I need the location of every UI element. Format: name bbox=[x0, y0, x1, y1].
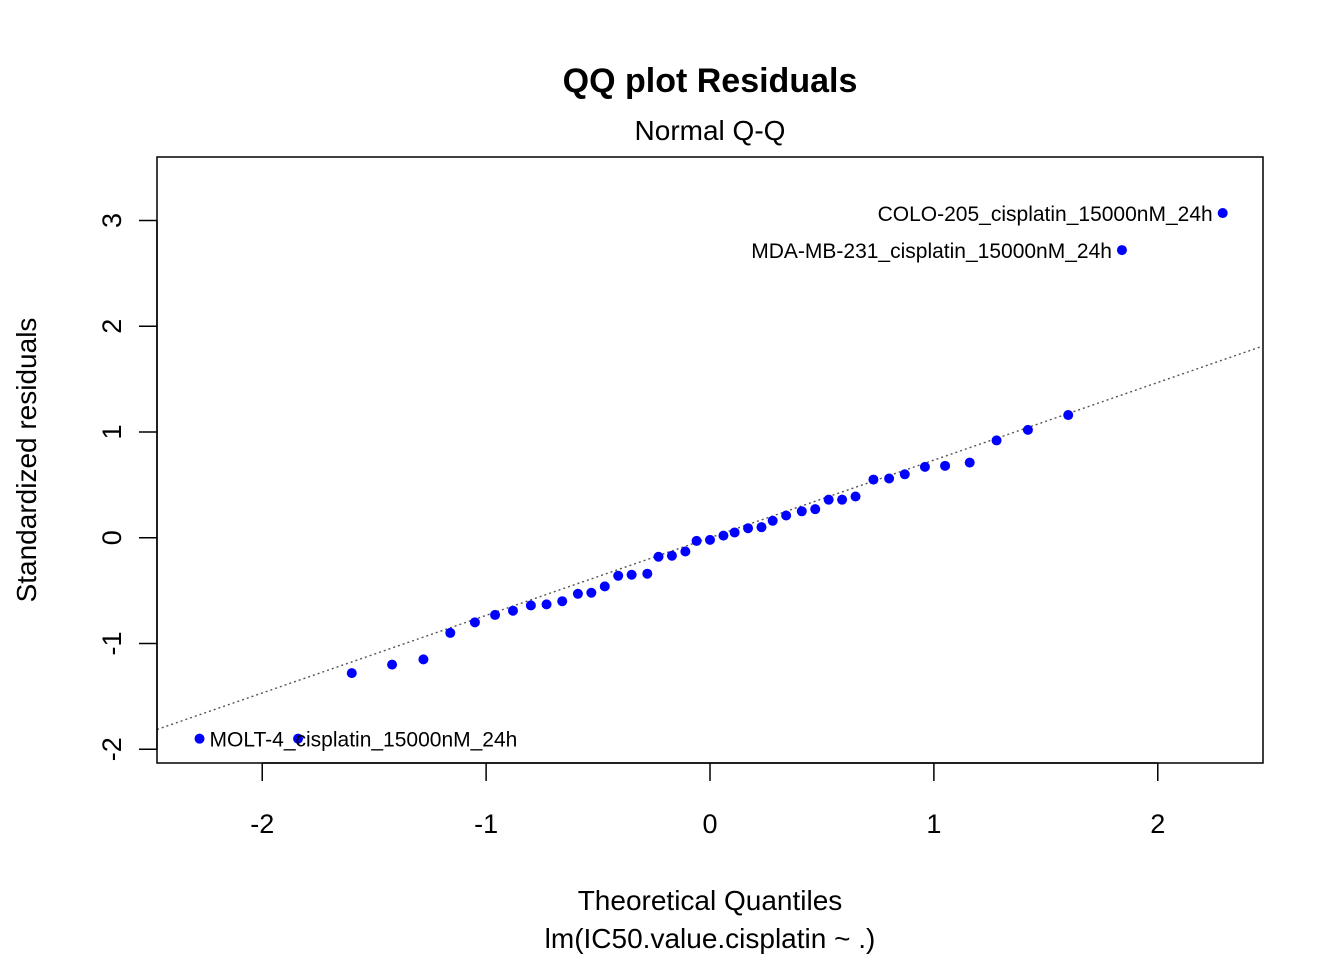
data-point bbox=[642, 568, 653, 579]
data-point bbox=[1063, 410, 1074, 421]
y-axis: -2 -1 0 1 2 3 bbox=[97, 213, 158, 761]
data-point bbox=[346, 668, 357, 679]
data-point bbox=[796, 506, 807, 517]
data-point bbox=[991, 435, 1002, 446]
x-axis-sublabel: lm(IC50.value.cisplatin ~ .) bbox=[545, 923, 876, 954]
x-axis: -2 -1 0 1 2 bbox=[250, 762, 1165, 839]
data-point bbox=[919, 461, 930, 472]
data-point bbox=[599, 581, 610, 592]
data-point bbox=[572, 588, 583, 599]
data-point bbox=[653, 551, 664, 562]
data-point bbox=[541, 599, 552, 610]
data-point bbox=[507, 605, 518, 616]
y-tick-label: 2 bbox=[97, 319, 127, 334]
data-point bbox=[781, 510, 792, 521]
data-point bbox=[743, 523, 754, 534]
data-point bbox=[613, 570, 624, 581]
data-point bbox=[899, 469, 910, 480]
data-point bbox=[666, 550, 677, 561]
data-point bbox=[490, 609, 501, 620]
point-annotation: MOLT-4_cisplatin_15000nM_24h bbox=[210, 729, 518, 752]
data-point bbox=[445, 627, 456, 638]
plot-area: COLO-205_cisplatin_15000nM_24h MDA-MB-231… bbox=[157, 203, 1263, 752]
x-tick-label: 0 bbox=[702, 809, 717, 839]
data-point bbox=[525, 600, 536, 611]
y-tick-label: -1 bbox=[97, 631, 127, 655]
data-point bbox=[1217, 208, 1228, 219]
x-tick-label: -1 bbox=[474, 809, 498, 839]
data-point bbox=[387, 659, 398, 670]
data-point bbox=[718, 530, 729, 541]
x-axis-label: Theoretical Quantiles bbox=[578, 885, 843, 916]
y-tick-label: -2 bbox=[97, 737, 127, 761]
data-point bbox=[940, 460, 951, 471]
data-point bbox=[850, 491, 861, 502]
point-annotation: COLO-205_cisplatin_15000nM_24h bbox=[878, 203, 1213, 226]
data-point bbox=[756, 522, 767, 533]
chart-title: QQ plot Residuals bbox=[563, 62, 858, 100]
data-point bbox=[691, 535, 702, 546]
chart-subtitle: Normal Q-Q bbox=[635, 115, 786, 146]
data-point bbox=[194, 733, 205, 744]
data-point bbox=[868, 474, 879, 485]
data-point bbox=[557, 596, 568, 607]
data-point bbox=[767, 515, 778, 526]
data-point bbox=[729, 527, 740, 538]
data-point bbox=[705, 534, 715, 545]
x-tick-label: 1 bbox=[926, 809, 941, 839]
data-point bbox=[837, 494, 848, 505]
point-annotation: MDA-MB-231_cisplatin_15000nM_24h bbox=[751, 240, 1112, 263]
data-point bbox=[293, 733, 304, 744]
y-tick-label: 1 bbox=[97, 424, 127, 439]
x-tick-label: -2 bbox=[250, 809, 274, 839]
y-tick-label: 3 bbox=[97, 213, 127, 228]
x-tick-label: 2 bbox=[1150, 809, 1165, 839]
data-point bbox=[964, 457, 975, 468]
data-point bbox=[469, 617, 480, 628]
data-point bbox=[1022, 424, 1033, 435]
data-point bbox=[810, 504, 821, 515]
data-point bbox=[823, 494, 834, 505]
data-point bbox=[680, 546, 691, 557]
y-axis-label: Standardized residuals bbox=[11, 318, 42, 603]
data-point bbox=[1116, 245, 1127, 256]
data-point bbox=[884, 473, 895, 484]
data-point bbox=[418, 654, 429, 665]
data-point bbox=[626, 569, 637, 580]
data-point bbox=[586, 587, 597, 598]
y-tick-label: 0 bbox=[97, 530, 127, 545]
